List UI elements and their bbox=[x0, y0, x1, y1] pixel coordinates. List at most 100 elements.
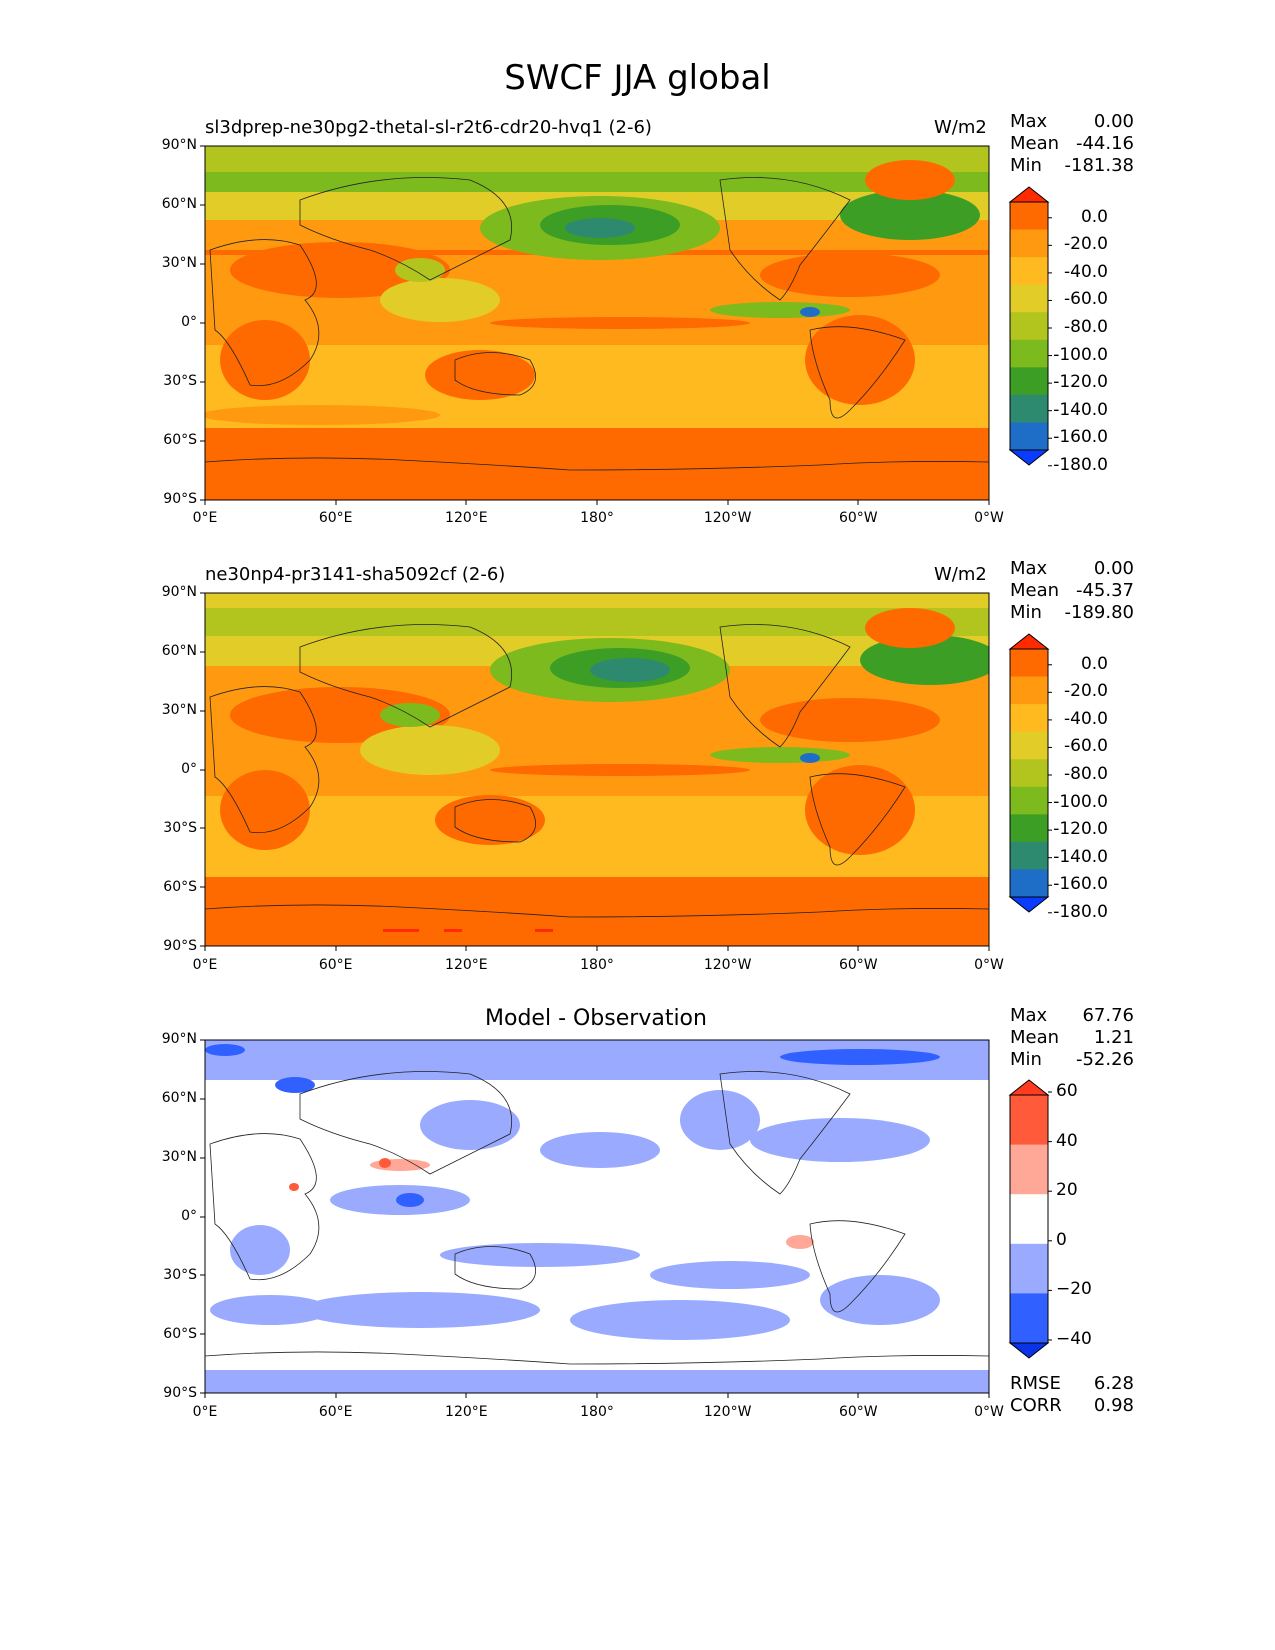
colorbar-tick-label: 0.0 bbox=[1080, 653, 1108, 674]
colorbar-segment bbox=[1010, 869, 1048, 898]
lat-tick-label: 90°N bbox=[161, 137, 197, 153]
max-label: Max bbox=[1010, 111, 1048, 132]
panel-1-label: sl3dprep-ne30pg2-thetal-sl-r2t6-cdr20-hv… bbox=[205, 117, 652, 138]
rmse-label: RMSE bbox=[1010, 1373, 1061, 1394]
panel-3-colorbar bbox=[1008, 1079, 1052, 1359]
colorbar-segment bbox=[1010, 229, 1048, 258]
mean-label: Mean bbox=[1010, 580, 1060, 601]
colorbar-extend-bottom bbox=[1008, 1342, 1050, 1359]
min-label: Min bbox=[1010, 1049, 1042, 1070]
colorbar-tick-label: -160.0 bbox=[1053, 874, 1108, 895]
lat-tick-label: 30°S bbox=[163, 820, 197, 836]
mean-label: Mean bbox=[1010, 1027, 1060, 1048]
colorbar-segment bbox=[1010, 704, 1048, 733]
mean-value: 1.21 bbox=[1093, 1027, 1134, 1048]
colorbar-tick-label: -20.0 bbox=[1064, 234, 1108, 255]
lon-tick-label: 180° bbox=[580, 957, 614, 973]
lon-tick-label: 180° bbox=[580, 510, 614, 526]
lon-tick-label: 0°W bbox=[974, 510, 1004, 526]
colorbar-tick-label: 60 bbox=[1056, 1081, 1078, 1101]
colorbar-tick-label: -120.0 bbox=[1053, 372, 1108, 393]
figure-title: SWCF JJA global bbox=[504, 58, 771, 98]
lat-tick-label: 30°N bbox=[161, 702, 197, 718]
min-value: -52.26 bbox=[1075, 1049, 1134, 1070]
lon-tick-label: 120°E bbox=[445, 1404, 488, 1420]
max-label: Max bbox=[1010, 558, 1048, 579]
colorbar-extend-top bbox=[1008, 1079, 1050, 1096]
lon-tick-label: 60°E bbox=[318, 957, 353, 973]
colorbar-tick-label: -140.0 bbox=[1053, 846, 1108, 867]
lat-tick-label: 60°N bbox=[161, 643, 197, 659]
lat-tick-label: 0° bbox=[181, 1208, 197, 1224]
panel-3-title: Model - Observation bbox=[485, 1006, 707, 1031]
corr-label: CORR bbox=[1010, 1395, 1062, 1416]
lat-tick-label: 90°S bbox=[163, 491, 197, 507]
max-value: 0.00 bbox=[1093, 111, 1134, 132]
panel-2-units: W/m2 bbox=[934, 564, 987, 585]
colorbar-segment bbox=[1010, 1293, 1048, 1344]
mean-value: -45.37 bbox=[1075, 580, 1134, 601]
colorbar-tick-label: −40 bbox=[1056, 1329, 1092, 1349]
colorbar-segment bbox=[1010, 731, 1048, 760]
colorbar-segment bbox=[1010, 759, 1048, 788]
lat-tick-label: 60°S bbox=[163, 879, 197, 895]
panel-1-units: W/m2 bbox=[934, 117, 987, 138]
colorbar-tick-label: 0 bbox=[1056, 1229, 1067, 1250]
colorbar-tick-label: -100.0 bbox=[1053, 344, 1108, 365]
lat-tick-label: 60°S bbox=[163, 432, 197, 448]
lat-tick-label: 30°S bbox=[163, 1267, 197, 1283]
lon-tick-label: 60°W bbox=[838, 1404, 878, 1420]
lon-tick-label: 0°E bbox=[192, 957, 218, 973]
coastlines bbox=[204, 177, 990, 1365]
max-label: Max bbox=[1010, 1005, 1048, 1026]
panel-1-colorbar bbox=[1008, 186, 1052, 467]
min-value: -189.80 bbox=[1064, 602, 1134, 623]
lat-tick-label: 90°S bbox=[163, 1385, 197, 1401]
colorbar-frame bbox=[1009, 201, 1049, 451]
colorbar-tick-label: -180.0 bbox=[1053, 454, 1108, 475]
lat-tick-label: 30°N bbox=[161, 255, 197, 271]
lat-tick-label: 60°N bbox=[161, 196, 197, 212]
max-value: 0.00 bbox=[1093, 558, 1134, 579]
colorbar-tick-label: -20.0 bbox=[1064, 681, 1108, 702]
colorbar-segment bbox=[1010, 1144, 1048, 1195]
lat-tick-label: 30°N bbox=[161, 1149, 197, 1165]
lat-tick-label: 60°S bbox=[163, 1326, 197, 1342]
colorbar-segment bbox=[1010, 1095, 1048, 1146]
colorbar-tick-label: -180.0 bbox=[1053, 901, 1108, 922]
tick-marks bbox=[200, 145, 990, 1398]
rmse-value: 6.28 bbox=[1093, 1373, 1134, 1394]
panel-3-map bbox=[205, 1040, 989, 1393]
lat-tick-label: 0° bbox=[181, 761, 197, 777]
colorbar-frame bbox=[1009, 648, 1049, 898]
colorbar-segment bbox=[1010, 814, 1048, 843]
panel-1-stats: Max 0.00 Mean -44.16 Min -181.38 bbox=[1010, 111, 1134, 177]
colorbar-tick-label: -160.0 bbox=[1053, 427, 1108, 448]
colorbar-segment bbox=[1010, 786, 1048, 815]
panel-2-stats: Max 0.00 Mean -45.37 Min -189.80 bbox=[1010, 558, 1134, 624]
colorbar-segment bbox=[1010, 257, 1048, 286]
lon-tick-label: 60°W bbox=[838, 957, 878, 973]
colorbar-tick-label: -40.0 bbox=[1064, 261, 1108, 282]
colorbar-tick-label: -80.0 bbox=[1064, 317, 1108, 337]
colorbar-tick-label: -60.0 bbox=[1064, 289, 1108, 310]
colorbar-frame bbox=[1009, 1094, 1049, 1344]
colorbar-tick-label: 20 bbox=[1056, 1180, 1078, 1201]
colorbar-extend-top bbox=[1008, 633, 1050, 650]
lon-tick-label: 60°E bbox=[318, 510, 353, 526]
colorbar-tick-label: -140.0 bbox=[1053, 399, 1108, 420]
colorbar-segment bbox=[1010, 367, 1048, 396]
min-label: Min bbox=[1010, 155, 1042, 176]
lat-tick-label: 90°S bbox=[163, 938, 197, 954]
colorbar-segment bbox=[1010, 202, 1048, 231]
colorbar-segment bbox=[1010, 312, 1048, 341]
lon-tick-label: 120°W bbox=[703, 1404, 752, 1420]
mean-label: Mean bbox=[1010, 133, 1060, 154]
panel-3-stats: Max 67.76 Mean 1.21 Min -52.26 bbox=[1010, 1005, 1134, 1071]
colorbar-segment bbox=[1010, 339, 1048, 368]
lon-tick-label: 0°E bbox=[192, 510, 218, 526]
colorbar-tick-label: -120.0 bbox=[1053, 819, 1108, 840]
max-value: 67.76 bbox=[1082, 1005, 1134, 1026]
min-value: -181.38 bbox=[1064, 155, 1134, 176]
